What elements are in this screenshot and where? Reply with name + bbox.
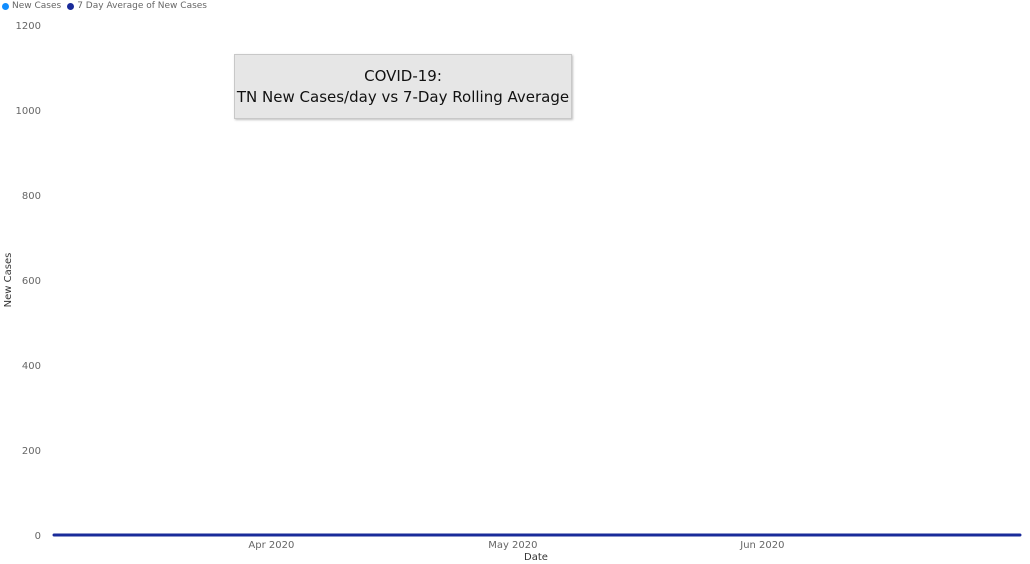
- x-tick-label: Apr 2020: [248, 540, 294, 551]
- chart-title-line-1: COVID-19:: [364, 66, 442, 85]
- y-tick-label: 1000: [16, 106, 41, 117]
- legend-label-new-cases: New Cases: [12, 1, 62, 11]
- x-tick-label: Jun 2020: [739, 540, 784, 551]
- y-tick-label: 800: [22, 191, 41, 202]
- x-tick-label: May 2020: [488, 540, 537, 551]
- x-axis: Apr 2020 May 2020 Jun 2020: [248, 540, 784, 551]
- legend-marker-new-cases: [2, 2, 9, 10]
- legend: New Cases 7 Day Average of New Cases: [2, 1, 207, 11]
- y-tick-label: 1200: [16, 21, 41, 32]
- legend-label-7-day-average: 7 Day Average of New Cases: [77, 1, 207, 11]
- chart-title-box: COVID-19: TN New Cases/day vs 7-Day Roll…: [234, 54, 572, 119]
- y-tick-label: 200: [22, 446, 41, 457]
- legend-marker-7-day-average: [67, 2, 75, 10]
- legend-item-7-day-average[interactable]: 7 Day Average of New Cases: [67, 1, 207, 11]
- y-tick-label: 0: [35, 531, 41, 542]
- legend-item-new-cases[interactable]: New Cases: [2, 1, 61, 11]
- y-axis-title: New Cases: [3, 253, 14, 308]
- y-tick-label: 600: [22, 276, 41, 287]
- y-tick-label: 400: [22, 361, 41, 372]
- chart-title-line-2: TN New Cases/day vs 7-Day Rolling Averag…: [236, 87, 570, 106]
- x-axis-title: Date: [524, 552, 548, 563]
- y-axis: 0 200 400 600 800 1000 1200: [16, 21, 41, 542]
